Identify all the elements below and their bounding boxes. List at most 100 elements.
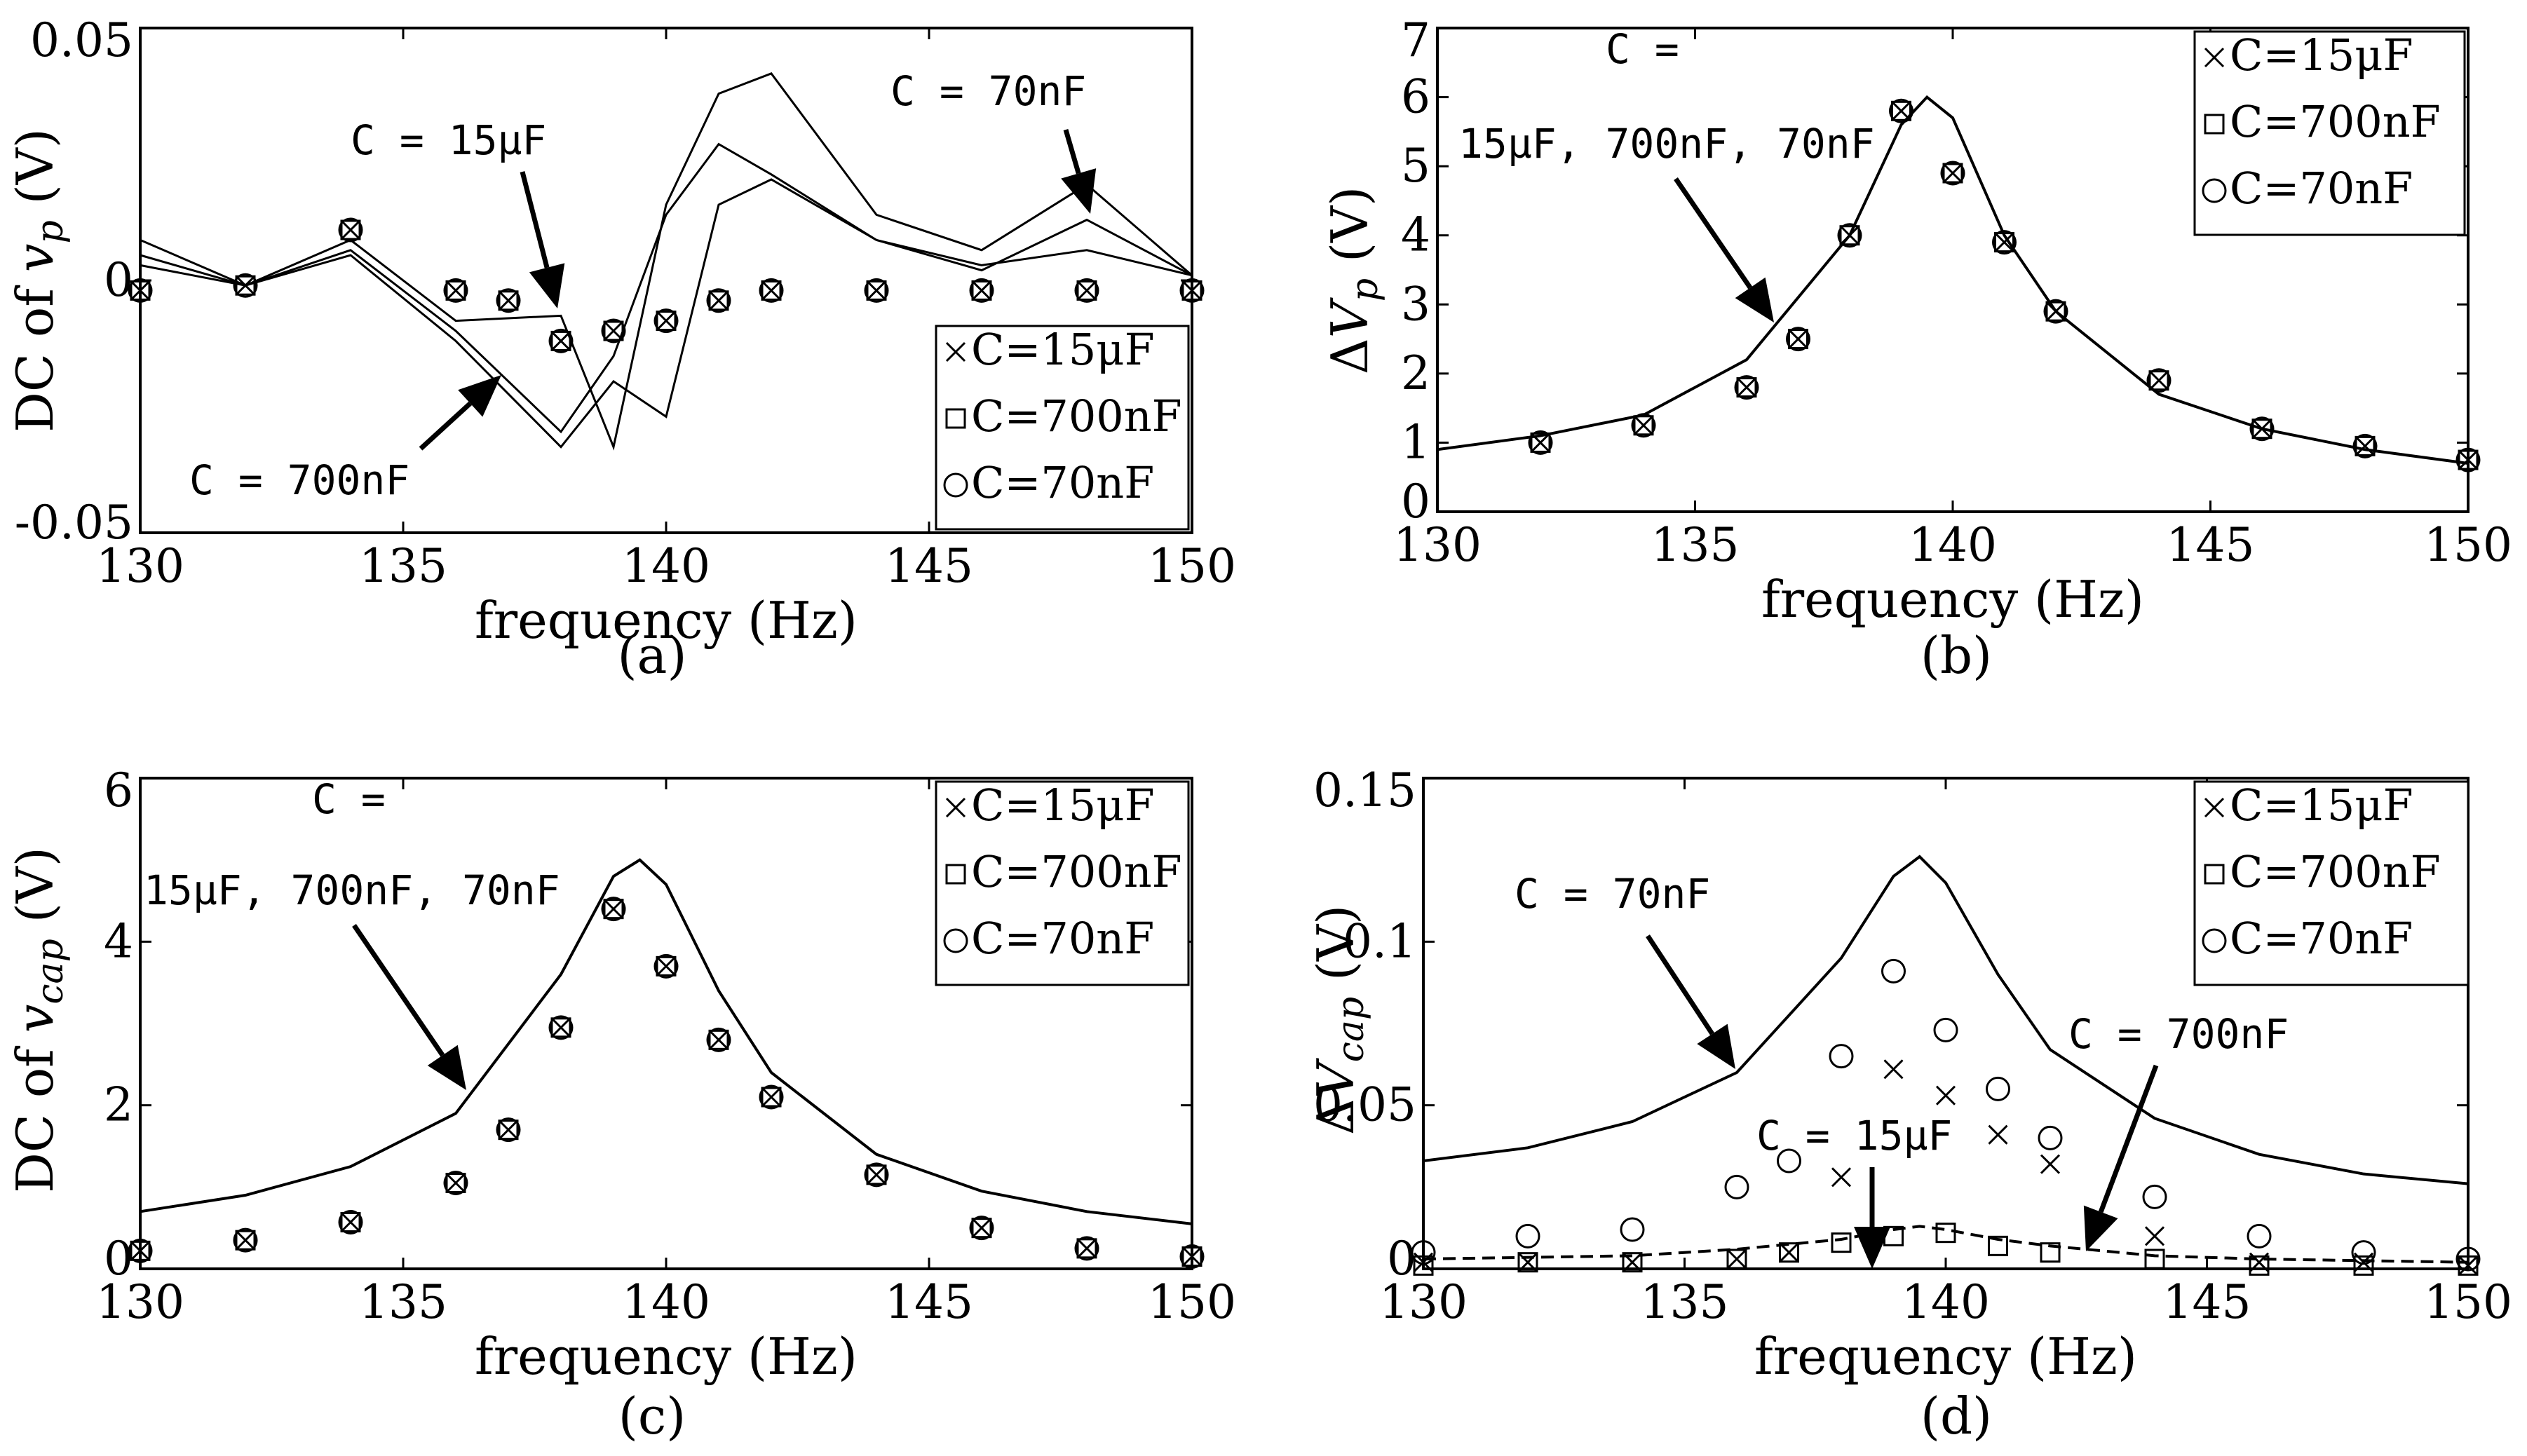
x-tick-label-4-4: 145 — [2163, 1275, 2251, 1329]
marker-circle-1-5 — [496, 288, 521, 313]
legend-marker-3-1 — [945, 797, 966, 818]
marker-cross-3-7 — [603, 899, 624, 919]
marker-cross-2-6 — [1891, 101, 1911, 121]
annotation-4-1: C = 70nF — [1515, 870, 1710, 918]
y-tick-label-2-6: 5 — [1401, 139, 1430, 193]
marker-cross-2-4 — [1788, 329, 1808, 349]
marker-circle-4-12 — [2247, 1223, 2272, 1249]
panel-label-1: (a) — [617, 626, 686, 685]
x-axis-label-1: frequency (Hz) — [475, 591, 858, 650]
y-tick-label-2-2: 1 — [1401, 415, 1430, 469]
marker-square-1-8 — [656, 311, 677, 332]
panel-label-3: (c) — [618, 1387, 686, 1445]
marker-square-4-12 — [2249, 1255, 2270, 1276]
annotation-arrow-4-3 — [2083, 1064, 2159, 1251]
legend-entry-1-3: C=70nF — [971, 457, 1154, 508]
marker-square-4-13 — [2353, 1255, 2374, 1276]
marker-circle-2-6 — [1889, 98, 1913, 123]
y-tick-label-4-2: 0.05 — [1313, 1078, 1416, 1132]
marker-cross-4-8 — [1935, 1085, 1956, 1105]
marker-square-3-7 — [603, 899, 624, 920]
marker-circle-2-7 — [1940, 161, 1965, 186]
legend-marker-3-3 — [943, 928, 968, 953]
marker-square-1-12 — [971, 280, 992, 301]
marker-cross-3-13 — [1076, 1238, 1097, 1258]
marker-circle-3-9 — [706, 1027, 731, 1052]
marker-circle-1-12 — [969, 278, 994, 303]
legend-entry-2-2: C=700nF — [2230, 96, 2441, 147]
x-tick-label-1-1: 130 — [96, 539, 184, 593]
annotation-1-3: C = 700nF — [189, 456, 409, 504]
y-tick-label-3-1: 0 — [104, 1232, 133, 1286]
marker-cross-4-6 — [1831, 1167, 1852, 1188]
marker-circle-4-6 — [1829, 1044, 1854, 1069]
series-line-2-1 — [1437, 95, 2469, 465]
series-line-1-2 — [140, 142, 1193, 434]
annotation-arrow-4-2 — [1854, 1167, 1890, 1269]
y-tick-label-4-1: 0 — [1387, 1232, 1416, 1286]
marker-circle-4-3 — [1620, 1217, 1645, 1242]
y-tick-label-2-1: 0 — [1401, 475, 1430, 529]
marker-circle-1-9 — [706, 288, 731, 313]
y-tick-label-2-8: 7 — [1401, 13, 1430, 67]
x-axis-label-3: frequency (Hz) — [475, 1327, 858, 1386]
x-tick-label-1-2: 135 — [359, 539, 447, 593]
marker-square-2-12 — [2355, 435, 2376, 456]
x-tick-label-4-2: 135 — [1641, 1275, 1729, 1329]
marker-circle-3-4 — [443, 1171, 468, 1195]
marker-square-2-8 — [1994, 232, 2014, 253]
y-axis-label-3: DC of vcap (V) — [6, 847, 72, 1193]
marker-circle-3-12 — [969, 1216, 994, 1241]
x-tick-label-1-4: 145 — [885, 539, 973, 593]
marker-square-4-2 — [1517, 1252, 1538, 1273]
x-tick-label-3-3: 140 — [622, 1275, 710, 1329]
marker-cross-3-8 — [656, 956, 677, 977]
marker-circle-2-12 — [2352, 433, 2378, 458]
marker-square-1-2 — [235, 275, 256, 296]
marker-square-3-2 — [235, 1230, 256, 1251]
legend-entry-2-1: C=15μF — [2230, 29, 2413, 81]
marker-cross-1-4 — [445, 280, 466, 301]
marker-circle-2-10 — [2146, 368, 2172, 393]
marker-cross-3-10 — [761, 1087, 782, 1108]
marker-cross-1-5 — [498, 290, 519, 311]
x-tick-label-4-5: 150 — [2424, 1275, 2512, 1329]
marker-circle-4-8 — [1933, 1017, 1958, 1042]
marker-square-1-6 — [550, 330, 571, 351]
marker-cross-1-3 — [340, 219, 361, 240]
marker-cross-4-11 — [2144, 1226, 2165, 1246]
series-line-1-3 — [140, 178, 1193, 449]
marker-cross-4-9 — [1988, 1124, 2008, 1145]
y-axis-label-2: ΔVp (V) — [1320, 186, 1386, 374]
y-axis-label-4: ΔVcap (V) — [1306, 905, 1372, 1135]
annotation-arrow-1-1 — [520, 171, 565, 308]
annotation-arrow-4-1 — [1646, 934, 1735, 1069]
x-tick-label-4-1: 130 — [1379, 1275, 1468, 1329]
legend-4: C=15μF C=700nF C=70nF — [2193, 780, 2470, 986]
marker-cross-1-10 — [761, 280, 782, 301]
chart-panel-1: 130 135 140 145 150 -0.05 0 0.05 frequency (Hz)(… — [15, 13, 1236, 685]
marker-cross-3-5 — [498, 1120, 519, 1140]
y-tick-label-3-3: 4 — [104, 914, 133, 968]
marker-cross-1-11 — [866, 280, 887, 301]
x-tick-label-1-5: 150 — [1148, 539, 1236, 593]
annotation-4-3: C = 700nF — [2068, 1010, 2289, 1058]
marker-cross-3-9 — [708, 1030, 729, 1050]
marker-circle-2-8 — [1992, 230, 2017, 255]
legend-entry-1-2: C=700nF — [971, 390, 1182, 442]
legend-entry-3-1: C=15μF — [971, 780, 1155, 831]
marker-cross-2-3 — [1736, 377, 1757, 397]
marker-circle-4-5 — [1777, 1148, 1801, 1173]
marker-circle-1-10 — [759, 278, 784, 303]
marker-square-3-10 — [761, 1087, 782, 1108]
marker-square-2-5 — [1839, 225, 1860, 246]
y-tick-label-1-1: -0.05 — [15, 496, 133, 550]
marker-square-1-9 — [708, 290, 729, 311]
legend-3: C=15μF C=700nF C=70nF — [935, 780, 1190, 986]
marker-square-3-4 — [445, 1173, 466, 1193]
marker-square-1-5 — [498, 290, 519, 311]
x-tick-label-2-4: 145 — [2167, 518, 2255, 572]
legend-2: C=15μF C=700nF C=70nF — [2193, 29, 2466, 236]
marker-square-4-9 — [1988, 1235, 2008, 1256]
